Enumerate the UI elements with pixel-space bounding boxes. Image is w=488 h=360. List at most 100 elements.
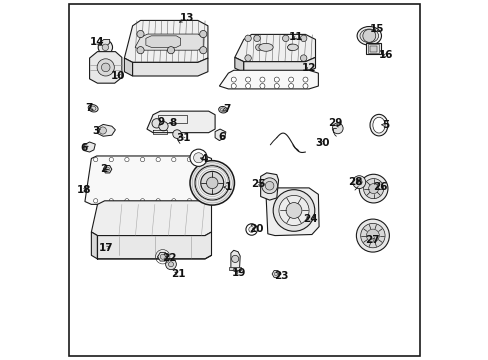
Circle shape [287,44,294,50]
Circle shape [93,199,98,203]
Text: 21: 21 [171,269,186,279]
Circle shape [356,179,362,185]
Polygon shape [265,188,319,235]
Circle shape [199,46,206,54]
Polygon shape [271,270,280,277]
Polygon shape [147,111,215,133]
Circle shape [300,35,306,41]
Polygon shape [101,40,109,46]
Text: 6: 6 [81,143,88,153]
Circle shape [332,123,343,134]
Polygon shape [84,142,95,152]
Circle shape [245,77,250,82]
Ellipse shape [88,104,98,112]
Circle shape [98,40,112,54]
Circle shape [352,176,365,189]
Circle shape [253,35,260,41]
Text: 12: 12 [301,63,316,73]
Circle shape [260,84,264,89]
Text: 29: 29 [328,118,342,128]
Circle shape [109,199,113,203]
Circle shape [140,199,144,203]
Circle shape [278,195,308,226]
Circle shape [285,203,301,219]
Circle shape [156,157,160,162]
Circle shape [366,229,379,242]
Text: 20: 20 [249,225,264,234]
Circle shape [168,262,173,267]
Circle shape [203,199,207,203]
Circle shape [152,119,161,128]
Polygon shape [89,51,122,83]
Circle shape [273,190,314,231]
Circle shape [231,84,236,89]
Polygon shape [91,232,97,259]
Text: 9: 9 [158,117,164,127]
Text: 14: 14 [89,37,104,47]
Circle shape [97,59,114,76]
Circle shape [244,55,251,61]
Circle shape [199,31,206,38]
Circle shape [245,84,250,89]
Text: 6: 6 [218,132,225,142]
Polygon shape [260,173,278,200]
Circle shape [362,30,375,42]
Polygon shape [145,36,180,47]
Text: 23: 23 [274,271,288,281]
Circle shape [274,77,279,82]
Circle shape [231,77,236,82]
Text: 7: 7 [223,104,230,114]
Circle shape [248,226,254,232]
Polygon shape [234,35,315,62]
Circle shape [363,179,383,199]
Text: 17: 17 [98,243,113,253]
Circle shape [274,84,279,89]
Ellipse shape [359,29,378,42]
Text: 7: 7 [85,103,93,113]
Text: 3: 3 [92,126,100,136]
Circle shape [190,149,207,166]
Text: 4: 4 [200,154,207,164]
Text: 25: 25 [251,179,265,189]
Polygon shape [97,232,211,259]
Circle shape [124,199,129,203]
Circle shape [303,77,307,82]
Circle shape [190,161,234,205]
Polygon shape [91,201,211,235]
Circle shape [167,46,174,54]
Ellipse shape [372,117,384,133]
Circle shape [203,157,207,162]
Circle shape [156,199,160,203]
Polygon shape [103,166,112,173]
Text: 28: 28 [348,177,362,187]
Circle shape [368,184,378,194]
Ellipse shape [258,43,273,51]
Circle shape [201,171,223,194]
Circle shape [187,157,191,162]
Text: 16: 16 [378,50,393,60]
Circle shape [359,174,387,203]
Polygon shape [124,21,207,62]
Circle shape [137,46,144,54]
Polygon shape [124,58,132,76]
Text: 8: 8 [169,118,176,128]
Circle shape [140,157,144,162]
Circle shape [187,199,191,203]
Circle shape [261,178,277,194]
Circle shape [206,177,218,189]
Circle shape [165,259,176,270]
Ellipse shape [287,44,298,50]
Circle shape [99,127,106,134]
Ellipse shape [369,114,387,136]
Polygon shape [369,46,376,51]
Ellipse shape [90,106,96,111]
Polygon shape [219,70,318,89]
Circle shape [105,167,109,171]
Circle shape [109,157,113,162]
Circle shape [244,35,251,41]
Circle shape [137,31,144,38]
Circle shape [274,272,277,276]
Circle shape [356,219,388,252]
Circle shape [124,157,129,162]
Text: 22: 22 [162,253,176,263]
